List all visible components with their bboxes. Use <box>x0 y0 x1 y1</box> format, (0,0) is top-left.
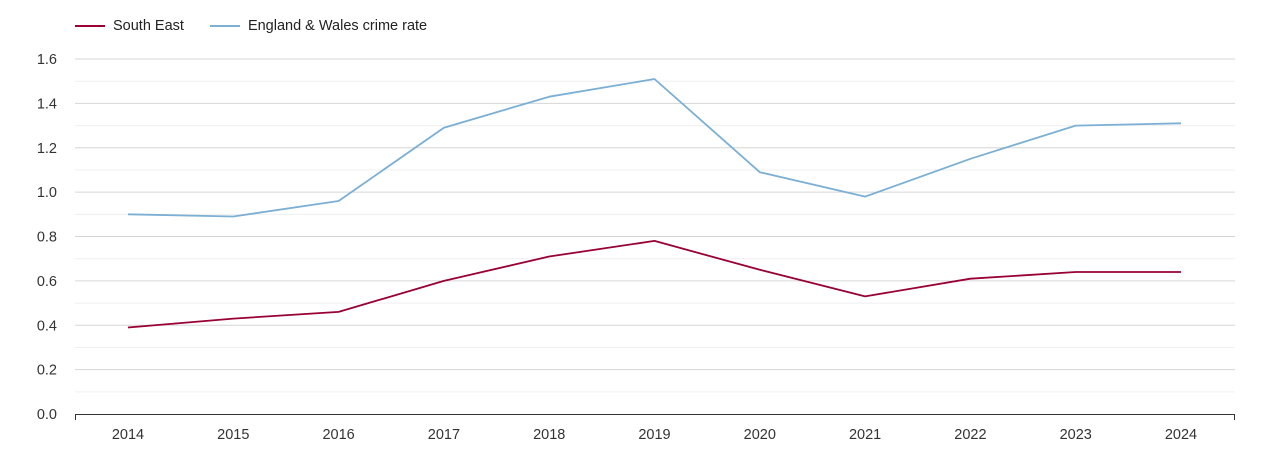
x-tick-label: 2019 <box>638 427 670 443</box>
y-tick-label: 0.0 <box>37 407 57 423</box>
y-tick-label: 0.8 <box>37 230 57 246</box>
legend-item-south-east[interactable]: South East <box>75 18 184 34</box>
legend-item-england-wales[interactable]: England & Wales crime rate <box>209 18 428 34</box>
grid-lines <box>75 58 1235 393</box>
series-lines <box>127 78 1182 329</box>
legend-label-south-east: South East <box>113 18 184 34</box>
x-tick-label: 2022 <box>954 427 986 443</box>
x-tick-label: 2021 <box>849 427 881 443</box>
y-tick-label: 1.6 <box>37 52 57 68</box>
y-tick-label: 1.2 <box>37 141 57 157</box>
y-tick-label: 0.4 <box>37 318 57 334</box>
legend-swatch-england-wales <box>209 25 240 27</box>
y-tick-label: 0.6 <box>37 274 57 290</box>
x-tick-label: 2024 <box>1165 427 1197 443</box>
x-tick-label: 2015 <box>217 427 249 443</box>
series-line-south-east <box>127 239 1181 329</box>
x-tick-label: 2017 <box>428 427 460 443</box>
x-tick-label: 2018 <box>533 427 565 443</box>
axes: 0.0 0.2 0.4 0.6 0.8 1.0 1.2 1.4 1.6 2014 2015 2016 2… <box>37 52 1235 443</box>
x-tick-label: 2023 <box>1060 427 1092 443</box>
chart-legend: South East England & Wales crime rate <box>75 14 453 38</box>
y-tick-label: 1.4 <box>37 96 57 112</box>
x-tick-label: 2016 <box>322 427 354 443</box>
legend-swatch-south-east <box>75 25 105 27</box>
series-line-england-wales <box>127 78 1182 218</box>
x-tick-label: 2020 <box>744 427 776 443</box>
x-tick-label: 2014 <box>112 427 144 443</box>
y-tick-label: 1.0 <box>37 185 57 201</box>
legend-label-england-wales: England & Wales crime rate <box>247 18 428 34</box>
y-tick-label: 0.2 <box>37 363 57 379</box>
